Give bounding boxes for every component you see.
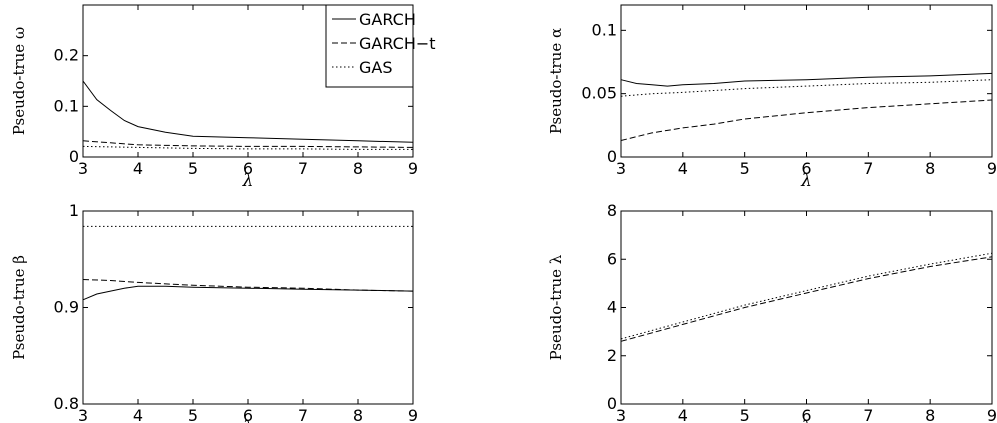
axes-frame xyxy=(620,4,993,158)
x-tick-label: 7 xyxy=(298,406,308,423)
chart-panel-2: 3 4 5 6 7 8 9 0 0.05 0.1 λ Pseudo-true α xyxy=(547,4,997,191)
y-tick-label: 8 xyxy=(607,201,617,220)
series-line-dotted xyxy=(620,252,993,340)
legend: GARCH GARCH−t GAS xyxy=(325,4,436,88)
y-tick-label: 0 xyxy=(69,147,79,166)
x-tick-label: 7 xyxy=(863,406,873,423)
y-tick-label: 1 xyxy=(69,201,79,220)
y-axis-label: Pseudo-true α xyxy=(547,28,565,134)
x-axis-label: λ xyxy=(242,171,254,191)
x-tick-label: 8 xyxy=(925,159,935,178)
series-line-dotted xyxy=(620,79,993,97)
series-line-dashed xyxy=(82,279,414,292)
x-axis-label: λ xyxy=(242,418,254,423)
legend-entry-label: GARCH−t xyxy=(359,34,436,53)
x-tick-label: 6 xyxy=(243,159,253,178)
y-tick-label: 0.1 xyxy=(54,96,79,115)
y-tick-label: 4 xyxy=(607,298,617,317)
y-axis-label: Pseudo-true β xyxy=(10,255,28,360)
x-tick-label: 4 xyxy=(133,159,143,178)
chart-panel-1: 3 4 5 6 7 8 9 0 0.1 0.2 λ Pseudo-true ω GARCH GARCH−t… xyxy=(10,4,436,191)
x-tick-label: 7 xyxy=(298,159,308,178)
x-tick-label: 5 xyxy=(740,159,750,178)
x-tick-label: 6 xyxy=(801,406,811,423)
axes-frame xyxy=(82,210,414,405)
legend-box xyxy=(325,4,414,88)
x-tick-label: 8 xyxy=(925,406,935,423)
chart-panel-3: 3 4 5 6 7 8 9 0.8 0.9 1 λ Pseudo-true β xyxy=(10,201,418,423)
x-tick-label: 5 xyxy=(188,406,198,423)
legend-entry-label: GARCH xyxy=(359,10,416,29)
x-tick-label: 6 xyxy=(801,159,811,178)
x-tick-label: 4 xyxy=(678,159,688,178)
y-axis-label: Pseudo-true λ xyxy=(547,254,565,360)
axes-frame xyxy=(620,210,993,405)
chart-panel-4: 3 4 5 6 7 8 9 0 2 4 6 8 λ Pseudo-true λ xyxy=(547,201,997,423)
x-tick-label: 6 xyxy=(243,406,253,423)
x-tick-label: 5 xyxy=(188,159,198,178)
x-tick-label: 3 xyxy=(616,406,626,423)
x-tick-label: 5 xyxy=(740,406,750,423)
y-axis-label: Pseudo-true ω xyxy=(10,27,28,135)
y-tick-label: 0.8 xyxy=(54,394,79,413)
x-axis-label: λ xyxy=(800,171,812,191)
x-tick-label: 3 xyxy=(78,159,88,178)
y-tick-label: 6 xyxy=(607,249,617,268)
series-line-dotted xyxy=(82,145,413,150)
y-tick-label: 0.05 xyxy=(581,84,617,103)
y-tick-label: 0.9 xyxy=(54,298,79,317)
series-line-solid xyxy=(82,285,414,301)
x-axis-label: λ xyxy=(800,418,812,423)
x-tick-label: 9 xyxy=(408,159,418,178)
y-tick-label: 0 xyxy=(607,147,617,166)
x-tick-label: 9 xyxy=(987,159,997,178)
x-tick-label: 3 xyxy=(616,159,626,178)
series-line-dashed xyxy=(620,99,993,141)
y-tick-label: 0.2 xyxy=(54,46,79,65)
y-tick-label: 2 xyxy=(607,346,617,365)
x-tick-label: 3 xyxy=(78,406,88,423)
x-tick-label: 8 xyxy=(353,159,363,178)
legend-entry-label: GAS xyxy=(359,58,393,77)
series-line-dashed xyxy=(620,256,993,342)
series-line-dashed xyxy=(82,140,414,148)
x-tick-label: 9 xyxy=(987,406,997,423)
y-tick-label: 0.1 xyxy=(592,20,617,39)
x-tick-label: 4 xyxy=(133,406,143,423)
series-line-solid xyxy=(82,80,414,143)
y-tick-label: 0 xyxy=(607,394,617,413)
x-tick-label: 9 xyxy=(408,406,418,423)
series-line-solid xyxy=(620,72,993,87)
x-tick-label: 8 xyxy=(353,406,363,423)
x-tick-label: 7 xyxy=(863,159,873,178)
x-tick-label: 4 xyxy=(678,406,688,423)
